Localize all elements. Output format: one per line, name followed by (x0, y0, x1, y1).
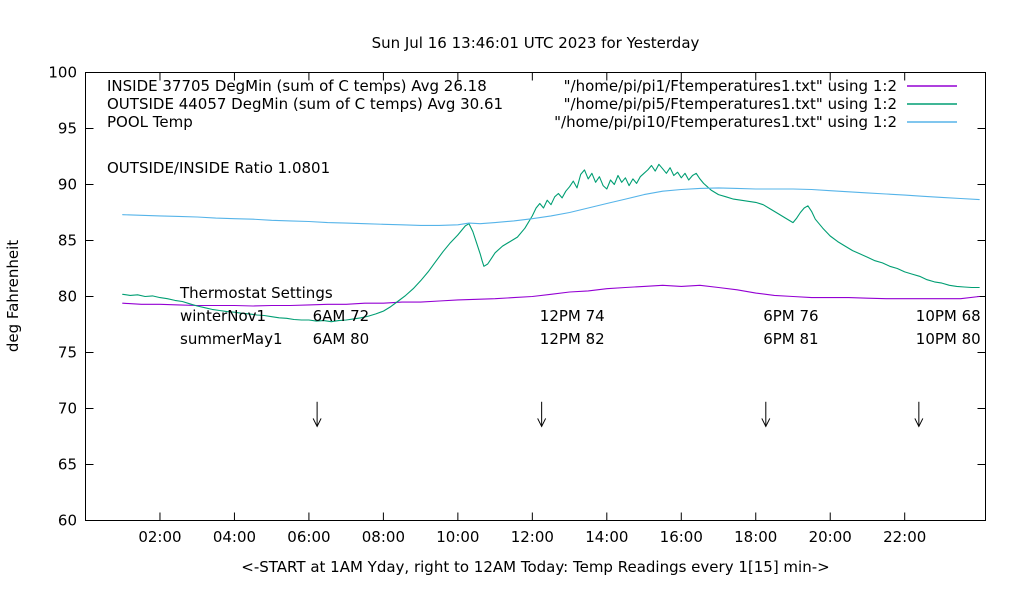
y-tick-label: 100 (48, 64, 77, 82)
thermostat-row-summer-name: summerMay1 (180, 330, 283, 348)
series-lines (122, 163, 980, 323)
thermostat-row-winter-name: winterNov1 (180, 307, 266, 325)
x-tick-label: 04:00 (213, 528, 256, 546)
thermostat-settings-title: Thermostat Settings (179, 284, 333, 302)
x-tick-label: 22:00 (883, 528, 926, 546)
y-tick-label: 60 (58, 512, 77, 530)
thermostat-summer-6pm: 6PM 81 (763, 330, 818, 348)
arrow-head (312, 418, 322, 428)
legend-label-pool: POOL Temp (107, 113, 193, 131)
x-tick-label: 12:00 (511, 528, 554, 546)
x-tick-label: 02:00 (138, 528, 181, 546)
thermostat-summer-10pm: 10PM 80 (916, 330, 981, 348)
thermostat-summer-6am: 6AM 80 (313, 330, 370, 348)
y-tick-label: 70 (58, 400, 77, 418)
x-tick-label: 10:00 (436, 528, 479, 546)
x-tick-label: 14:00 (585, 528, 628, 546)
y-tick-label: 65 (58, 456, 77, 474)
legend-file-inside: "/home/pi/pi1/Ftemperatures1.txt" using … (564, 77, 897, 95)
arrow-head (914, 418, 924, 428)
x-tick-label: 20:00 (809, 528, 852, 546)
x-axis-label: <-START at 1AM Yday, right to 12AM Today… (241, 558, 829, 576)
series-line-inside (122, 284, 980, 307)
x-tick-label: 08:00 (362, 528, 405, 546)
y-tick-label: 85 (58, 232, 77, 250)
thermostat-winter-6pm: 6PM 76 (763, 307, 818, 325)
axis-ticks: 02:00 04:00 06:00 08:00 10:00 12:00 14:00 16:00… (48, 64, 986, 546)
thermostat-winter-10pm: 10PM 68 (916, 307, 981, 325)
legend-file-outside: "/home/pi/pi5/Ftemperatures1.txt" using … (564, 95, 897, 113)
thermostat-time-arrows (312, 401, 924, 428)
thermostat-winter-12pm: 12PM 74 (540, 307, 605, 325)
series-line-outside (122, 163, 980, 323)
series-line-pool (122, 187, 980, 226)
arrow-head (537, 418, 547, 428)
legend-label-inside: INSIDE 37705 DegMin (sum of C temps) Avg… (107, 77, 487, 95)
x-tick-label: 16:00 (660, 528, 703, 546)
thermostat-summer-12pm: 12PM 82 (540, 330, 605, 348)
x-tick-label: 06:00 (287, 528, 330, 546)
arrow-head (761, 418, 771, 428)
y-tick-label: 90 (58, 176, 77, 194)
y-tick-label: 75 (58, 344, 77, 362)
legend-file-pool: "/home/pi/pi10/Ftemperatures1.txt" using… (554, 113, 897, 131)
thermostat-winter-6am: 6AM 72 (313, 307, 370, 325)
legend-label-outside: OUTSIDE 44057 DegMin (sum of C temps) Av… (107, 95, 503, 113)
y-tick-label: 80 (58, 288, 77, 306)
x-tick-label: 18:00 (734, 528, 777, 546)
y-tick-label: 95 (58, 120, 77, 138)
ratio-annotation: OUTSIDE/INSIDE Ratio 1.0801 (107, 159, 330, 177)
chart-title: Sun Jul 16 13:46:01 UTC 2023 for Yesterd… (372, 34, 700, 52)
y-axis-label: deg Fahrenheit (4, 240, 22, 352)
